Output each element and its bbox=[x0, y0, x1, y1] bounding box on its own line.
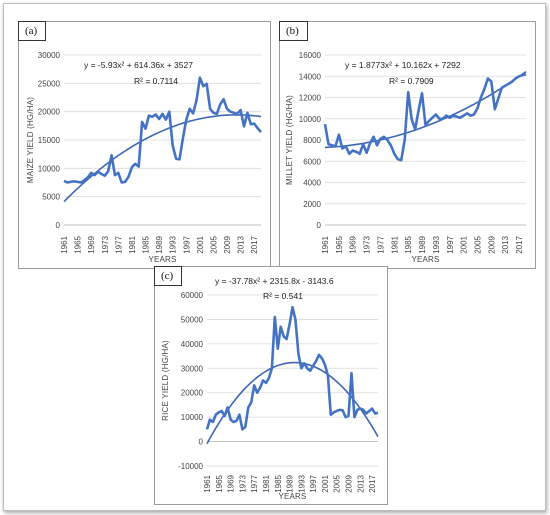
gridlines bbox=[325, 54, 526, 226]
y-tick-label: 20000 bbox=[181, 389, 204, 398]
y-tick-label: 50000 bbox=[181, 315, 204, 324]
x-tick-label: 1989 bbox=[286, 474, 295, 492]
rice-yield-chart: -10000 0 10000 20000 30000 40000 50000 60000 196… bbox=[161, 276, 379, 501]
x-tick-label: 1969 bbox=[349, 235, 358, 253]
y-axis-label: MILLET YIELD (HG/HA) bbox=[285, 95, 294, 185]
x-tick-label: 1965 bbox=[215, 474, 224, 492]
panel-label-a: (a) bbox=[18, 21, 47, 41]
x-tick-label: 1985 bbox=[404, 235, 413, 253]
y-tick-label: 5000 bbox=[42, 193, 60, 202]
x-tick-label: 1997 bbox=[309, 474, 318, 492]
trend-equation: y = -5.93x² + 614.36x + 3527 bbox=[84, 60, 193, 70]
r-squared-label: R² = 0.541 bbox=[263, 291, 303, 301]
x-tick-label: 1985 bbox=[142, 235, 151, 253]
x-tick-label: 2017 bbox=[515, 235, 524, 253]
x-tick-label: 2005 bbox=[473, 235, 482, 253]
x-tick-label: 1981 bbox=[128, 235, 137, 253]
panel-b-millet: (b) 0 2000 4000 6000 8000 10000 12000 14000 1600… bbox=[279, 21, 536, 269]
x-axis-label: YEARS bbox=[411, 255, 439, 264]
trend-equation: y = 1.8773x² + 10.162x + 7292 bbox=[345, 60, 461, 70]
x-tick-label: 1965 bbox=[335, 235, 344, 253]
y-tick-label: 20000 bbox=[38, 108, 61, 117]
panel-a-maize: (a) 0 5000 10000 15000 20000 25000 30000 1961 19… bbox=[18, 21, 271, 269]
x-axis-label: YEARS bbox=[148, 255, 176, 264]
x-tick-label: 2005 bbox=[333, 474, 342, 492]
y-tick-label: 15000 bbox=[38, 136, 61, 145]
x-tick-label: 1977 bbox=[114, 235, 123, 253]
x-tick-label: 2001 bbox=[196, 235, 205, 253]
yield-series-line bbox=[205, 305, 379, 431]
y-tick-label: 30000 bbox=[38, 51, 61, 60]
y-tick-label: 4000 bbox=[303, 179, 321, 188]
x-tick-label: 1977 bbox=[250, 474, 259, 492]
trend-line bbox=[63, 113, 262, 203]
y-axis-label: MAIZE YIELD (HG/HA) bbox=[26, 97, 35, 183]
x-tick-label: 1993 bbox=[297, 474, 306, 492]
panel-label-b: (b) bbox=[279, 21, 308, 41]
x-tick-label: 1973 bbox=[363, 235, 372, 253]
x-tick-label: 2017 bbox=[368, 474, 377, 492]
y-tick-label: 40000 bbox=[181, 340, 204, 349]
r-squared-label: R² = 0.7114 bbox=[134, 76, 178, 86]
x-tick-label: 1993 bbox=[432, 235, 441, 253]
x-tick-label: 1965 bbox=[74, 235, 83, 253]
y-tick-label: 60000 bbox=[181, 291, 204, 300]
x-axis-label: YEARS bbox=[278, 492, 306, 501]
x-tick-label: 2013 bbox=[501, 235, 510, 253]
y-tick-label: 8000 bbox=[303, 136, 321, 145]
x-tick-label: 2017 bbox=[250, 235, 259, 253]
trend-equation: y = -37.78x² + 2315.8x - 3143.6 bbox=[215, 276, 334, 286]
y-tick-label: 30000 bbox=[181, 364, 204, 373]
x-tick-label: 2009 bbox=[223, 235, 232, 253]
x-tick-label: 1989 bbox=[155, 235, 164, 253]
y-axis-label: RICE YIELD (HG/HA) bbox=[161, 340, 170, 421]
x-tick-label: 1961 bbox=[321, 235, 330, 253]
x-tick-label: 2013 bbox=[356, 474, 365, 492]
x-tick-label: 1961 bbox=[60, 235, 69, 253]
x-tick-label: 1981 bbox=[262, 474, 271, 492]
x-tick-label: 2009 bbox=[487, 235, 496, 253]
x-tick-label: 1977 bbox=[376, 235, 385, 253]
x-tick-label: 1993 bbox=[169, 235, 178, 253]
y-tick-label: 10000 bbox=[181, 413, 204, 422]
y-tick-label: 0 bbox=[199, 438, 204, 447]
y-tick-label: 16000 bbox=[299, 51, 322, 60]
x-tick-label: 1973 bbox=[238, 474, 247, 492]
maize-yield-chart: 0 5000 10000 15000 20000 25000 30000 1961 1965 19… bbox=[26, 51, 262, 264]
y-tick-label: 2000 bbox=[303, 200, 321, 209]
x-tick-label: 1981 bbox=[390, 235, 399, 253]
x-tick-label: 1989 bbox=[418, 235, 427, 253]
x-tick-label: 1985 bbox=[274, 474, 283, 492]
x-tick-label: 2005 bbox=[209, 235, 218, 253]
x-tick-label: 2013 bbox=[237, 235, 246, 253]
y-tick-label: 10000 bbox=[38, 164, 61, 173]
yield-series-line bbox=[63, 76, 262, 184]
panel-label-c: (c) bbox=[154, 266, 183, 286]
x-tick-label: 1969 bbox=[227, 474, 236, 492]
x-tick-label: 2001 bbox=[460, 235, 469, 253]
y-tick-label: 6000 bbox=[303, 157, 321, 166]
y-tick-label: 0 bbox=[56, 221, 61, 230]
x-tick-label: 2009 bbox=[345, 474, 354, 492]
millet-yield-chart: 0 2000 4000 6000 8000 10000 12000 14000 16000 196… bbox=[285, 51, 527, 264]
y-tick-label: 12000 bbox=[299, 94, 322, 103]
y-tick-label: -10000 bbox=[178, 462, 203, 471]
panel-c-rice: (c) -10000 0 10000 20000 30000 40000 50000 6000… bbox=[154, 266, 388, 505]
r-squared-label: R² = 0.7909 bbox=[389, 76, 434, 86]
x-tick-label: 1997 bbox=[446, 235, 455, 253]
figure: (a) 0 5000 10000 15000 20000 25000 30000 1961 19… bbox=[3, 3, 546, 511]
yield-series-line bbox=[323, 72, 527, 162]
y-tick-label: 0 bbox=[317, 221, 322, 230]
y-tick-label: 14000 bbox=[299, 72, 322, 81]
x-tick-label: 1997 bbox=[182, 235, 191, 253]
y-tick-label: 25000 bbox=[38, 79, 61, 88]
x-tick-label: 1961 bbox=[203, 474, 212, 492]
x-tick-label: 2001 bbox=[321, 474, 330, 492]
y-tick-label: 10000 bbox=[299, 115, 322, 124]
x-tick-label: 1969 bbox=[87, 235, 96, 253]
x-tick-label: 1973 bbox=[101, 235, 110, 253]
